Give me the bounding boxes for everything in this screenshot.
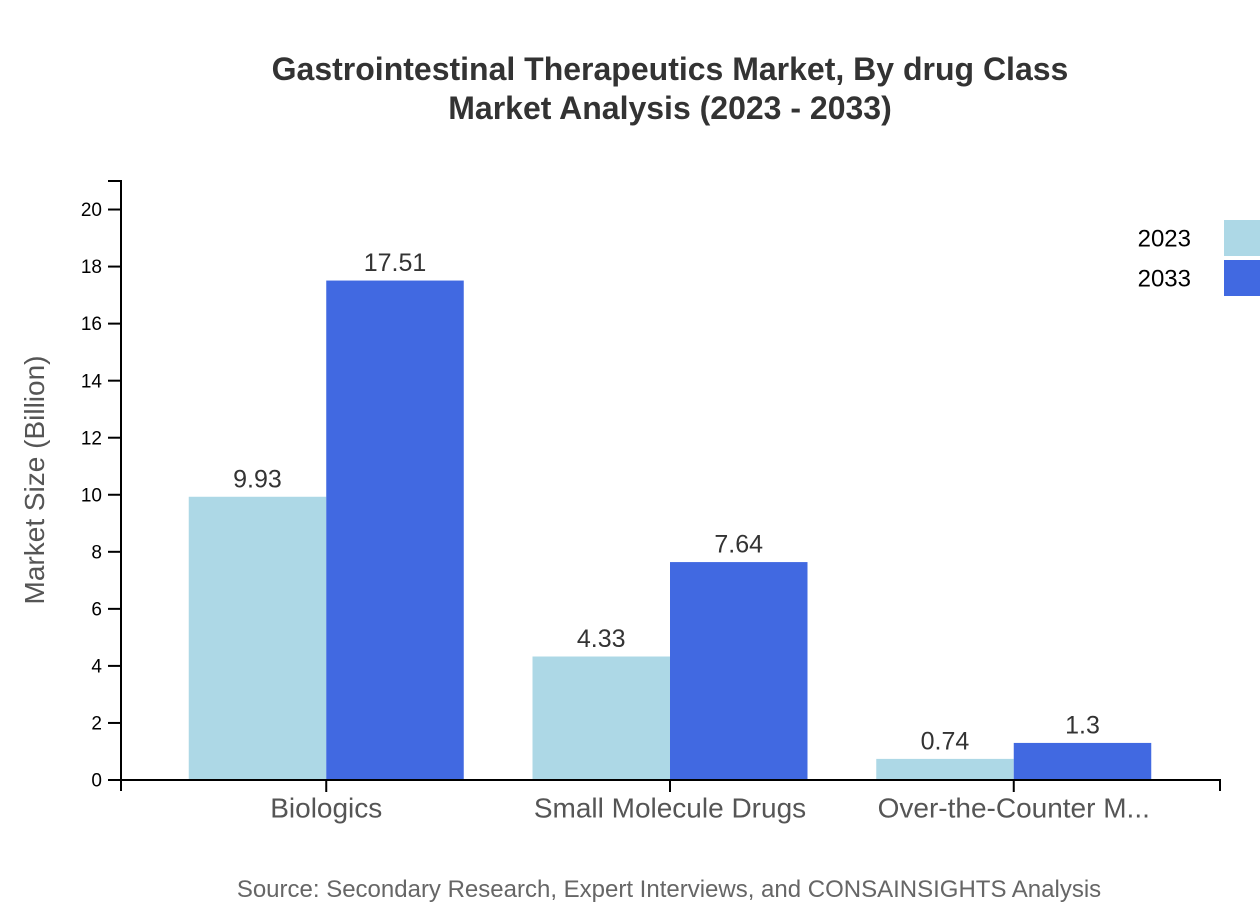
svg-text:Over-the-Counter M...: Over-the-Counter M... <box>878 793 1150 824</box>
svg-text:Market Size (Billion): Market Size (Billion) <box>19 356 50 605</box>
svg-text:18: 18 <box>81 257 102 278</box>
svg-text:2033: 2033 <box>1138 266 1191 293</box>
svg-text:0: 0 <box>91 771 102 792</box>
svg-text:0.74: 0.74 <box>921 727 970 755</box>
svg-text:12: 12 <box>81 428 102 449</box>
svg-text:6: 6 <box>91 599 102 620</box>
svg-text:17.51: 17.51 <box>364 249 427 277</box>
svg-text:Small Molecule Drugs: Small Molecule Drugs <box>534 793 806 824</box>
svg-text:Biologics: Biologics <box>270 793 382 824</box>
svg-text:7.64: 7.64 <box>714 531 763 559</box>
svg-text:8: 8 <box>91 542 102 563</box>
svg-text:2023: 2023 <box>1138 226 1191 253</box>
svg-text:16: 16 <box>81 314 102 335</box>
svg-text:14: 14 <box>81 371 103 392</box>
svg-text:4: 4 <box>91 657 102 678</box>
svg-text:Gastrointestinal Therapeutics: Gastrointestinal Therapeutics Market, By… <box>272 51 1069 87</box>
svg-text:20: 20 <box>81 200 102 221</box>
svg-text:10: 10 <box>81 485 102 506</box>
svg-text:Market Analysis (2023 - 2033): Market Analysis (2023 - 2033) <box>448 90 892 126</box>
svg-text:9.93: 9.93 <box>233 465 282 493</box>
svg-text:2: 2 <box>91 714 102 735</box>
svg-text:1.3: 1.3 <box>1065 711 1100 739</box>
svg-text:4.33: 4.33 <box>577 625 626 653</box>
svg-text:Source: Secondary Research, Ex: Source: Secondary Research, Expert Inter… <box>237 876 1101 903</box>
